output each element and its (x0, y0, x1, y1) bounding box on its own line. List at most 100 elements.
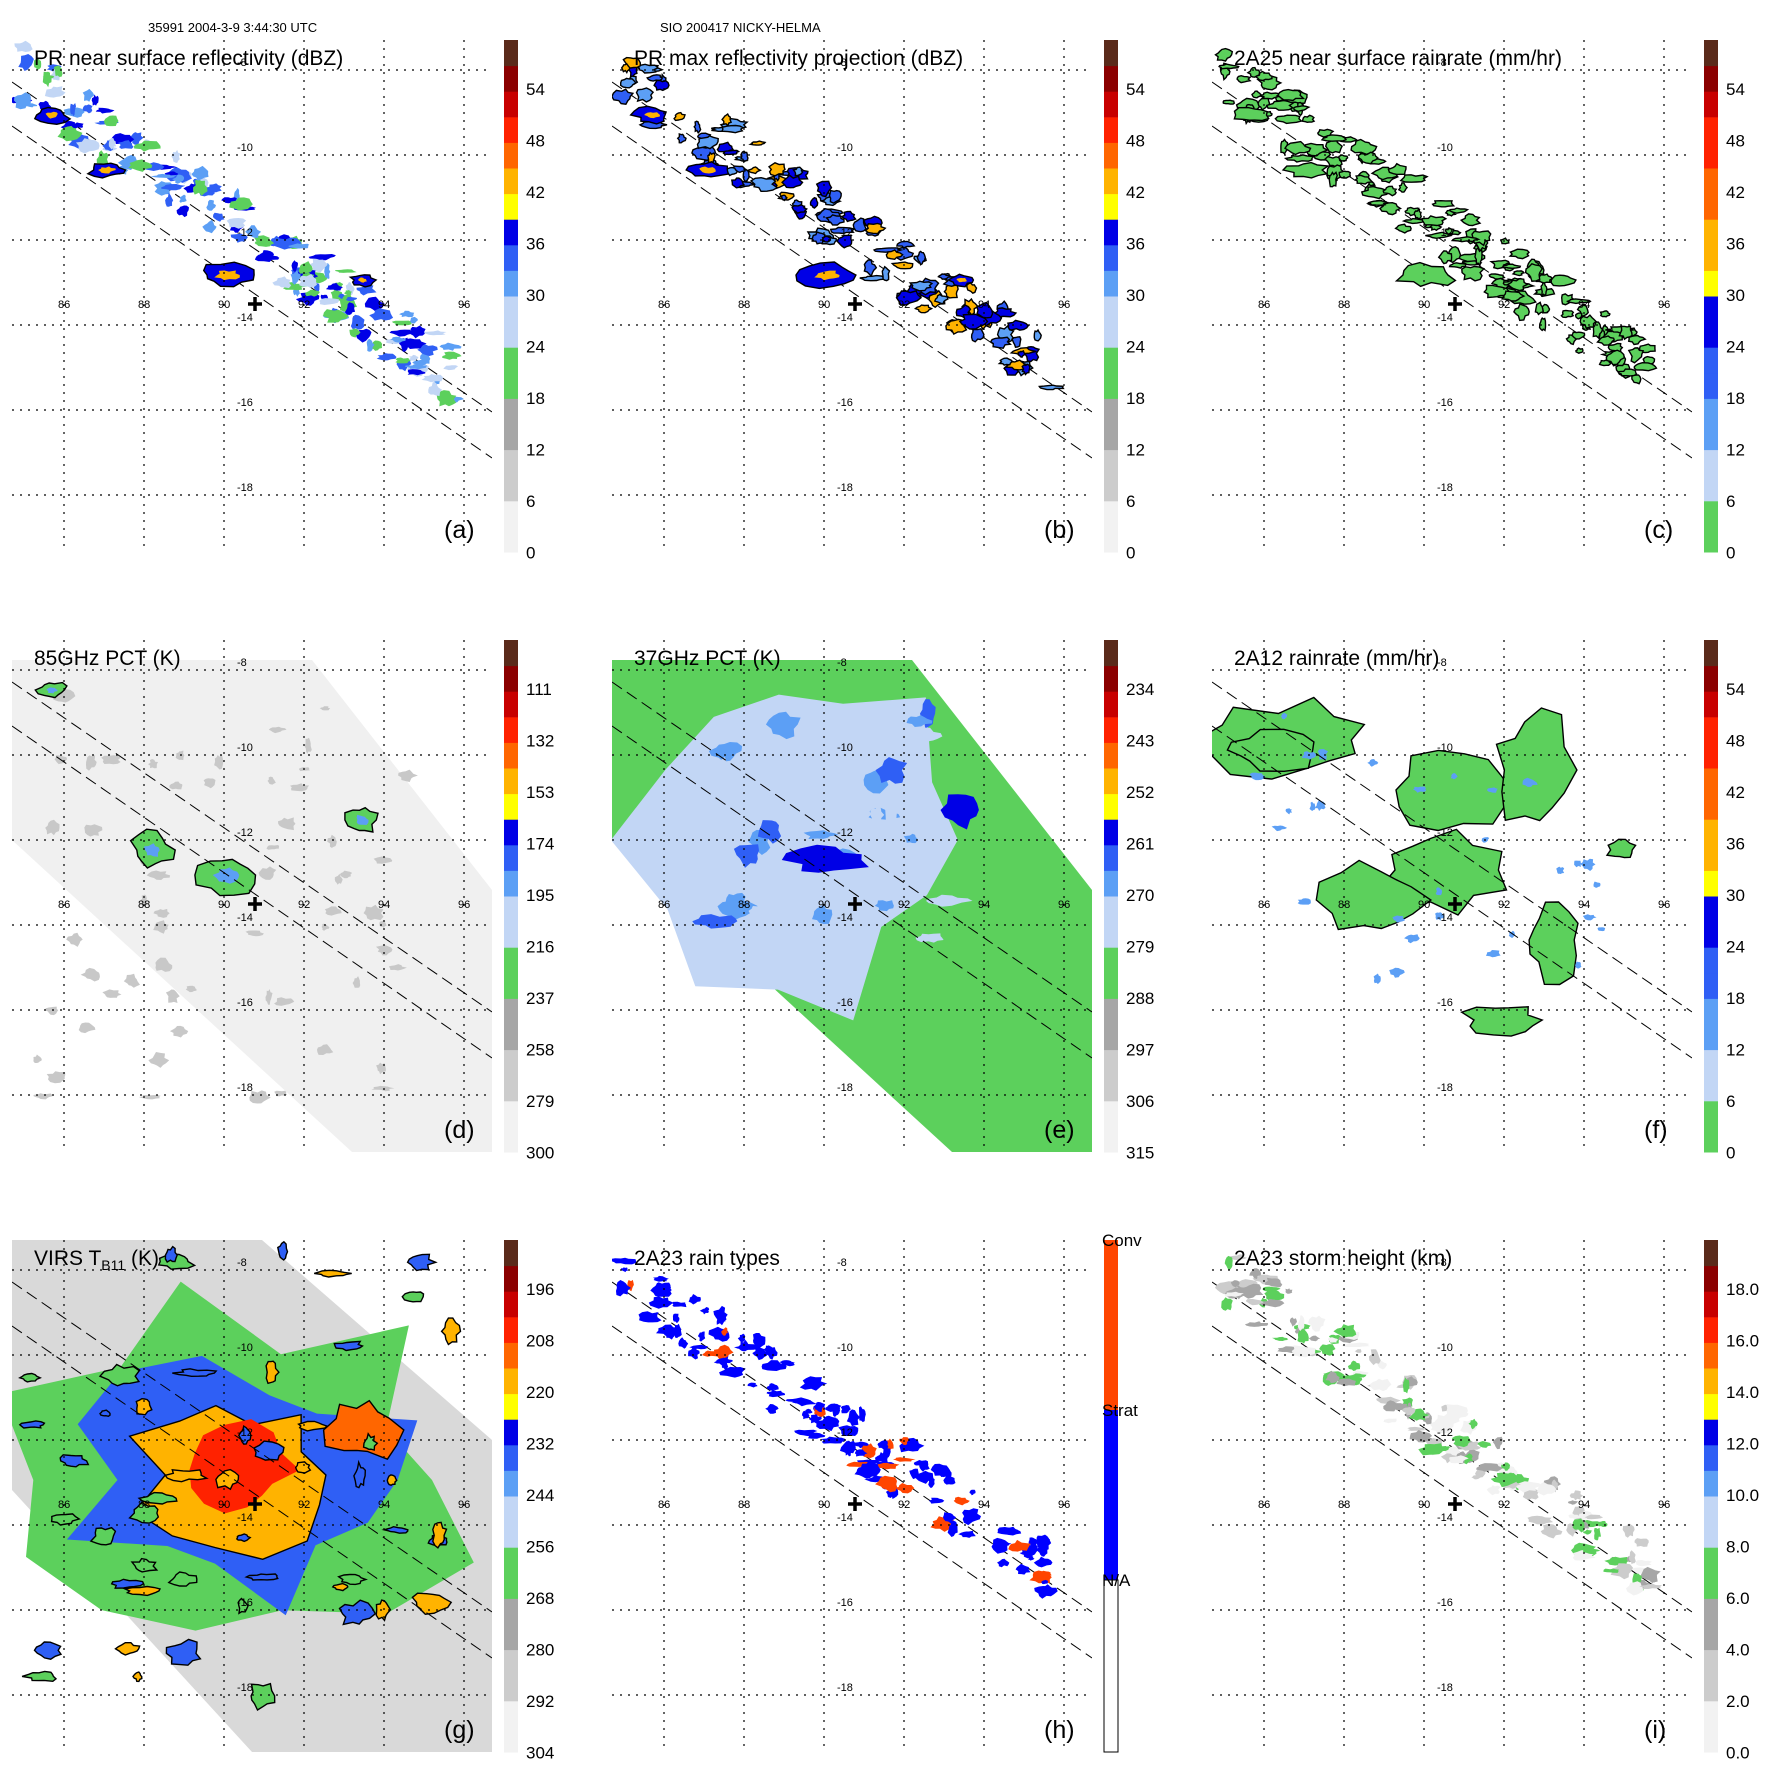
precip-blob (1379, 201, 1402, 216)
precip-blob (70, 103, 76, 117)
rain-area (1297, 898, 1311, 905)
precip-blob (1560, 309, 1575, 319)
lon-label: 94 (378, 899, 390, 911)
precip-blob (1338, 170, 1352, 179)
colorbar-tick-label: 36 (1726, 235, 1745, 254)
scattering-feature (352, 976, 361, 988)
colorbar-tick-label: 306 (1126, 1092, 1154, 1111)
precip-blob (53, 65, 63, 77)
scattering-feature (324, 906, 342, 916)
rain-type-pixel (859, 1406, 866, 1423)
colorbar-tick-label: 36 (526, 235, 545, 254)
colorbar-segment (1104, 193, 1118, 220)
colorbar-segment (1704, 296, 1718, 323)
scattering-feature (148, 759, 158, 769)
scattering-feature (265, 989, 273, 1005)
colorbar-segment (1704, 1024, 1718, 1051)
precip-blob (1231, 1280, 1240, 1288)
precip-blob (338, 293, 345, 299)
cloud-feature (375, 1599, 392, 1622)
precip-blob (1450, 236, 1481, 243)
colorbar-segment (504, 1521, 518, 1548)
precip-blob (421, 374, 444, 383)
precip-blob (335, 269, 357, 273)
colorbar-tick-label: 252 (1126, 783, 1154, 802)
colorbar-segment (1704, 1649, 1718, 1676)
precip-blob (811, 231, 826, 245)
lat-label: -18 (237, 482, 253, 494)
precip-blob (1540, 280, 1548, 298)
precip-blob (364, 296, 385, 312)
precip-blob (356, 284, 377, 296)
colorbar-segment (504, 768, 518, 795)
storm-center-marker (848, 1497, 862, 1511)
colorbar-segment (1104, 870, 1118, 897)
scattering-feature (46, 1071, 66, 1084)
colorbar-tick-label: 6.0 (1726, 1589, 1750, 1608)
panel-label: (h) (1044, 1716, 1075, 1744)
precip-blob (1596, 335, 1616, 346)
precip-blob (1244, 1321, 1269, 1327)
colorbar-tick-label: 244 (526, 1486, 554, 1505)
cloud-feature (244, 1573, 279, 1581)
colorbar-segment (1104, 947, 1118, 974)
panel-label: (b) (1044, 516, 1075, 544)
lon-label: 88 (1338, 899, 1350, 911)
precip-blob (82, 88, 95, 102)
precip-blob (1222, 99, 1236, 105)
colorbar-tick-label: 237 (526, 989, 554, 1008)
precip-blob (1635, 1560, 1652, 1567)
precip-blob (1421, 215, 1448, 227)
precip-blob (1214, 47, 1234, 62)
precip-blob (1360, 185, 1391, 200)
colorbar-segment (1704, 1368, 1718, 1395)
precip-blob (1599, 310, 1611, 318)
precip-blob (1574, 312, 1583, 320)
precip-blob (913, 304, 934, 314)
scattering-feature (44, 1006, 59, 1016)
colorbar-tick-label: 12 (526, 441, 545, 460)
panel-title-suffix: (K) (125, 1247, 159, 1270)
colorbar-tick-label: 304 (526, 1744, 554, 1763)
scattering-feature (317, 1044, 334, 1055)
precip-blob (308, 258, 328, 273)
lat-label: -10 (237, 1342, 253, 1354)
precip-blob (207, 183, 222, 193)
rain-type-pixel (928, 1497, 945, 1504)
colorbar-segment (504, 1393, 518, 1420)
rain-type-pixel (893, 1457, 916, 1462)
scattering-feature (319, 706, 331, 711)
precip-blob (636, 63, 658, 74)
colorbar-tick-label: 243 (1126, 732, 1154, 751)
colorbar-segment (504, 1049, 518, 1076)
colorbar-segment (1104, 244, 1118, 271)
colorbar-segment (1704, 742, 1718, 769)
swath-edge-line (1212, 81, 1692, 413)
lat-label: -18 (237, 1682, 253, 1694)
rain-area (1574, 860, 1583, 868)
rain-region (748, 905, 775, 917)
scattering-feature (379, 920, 387, 928)
panel-field: 86 88 90 92 94 96 -8 -10 -12 -14 -16 -18 (12, 640, 492, 1152)
rain-type-pixel (616, 1280, 631, 1297)
precip-blob (299, 274, 317, 288)
precip-blob (1524, 262, 1544, 282)
colorbar-segment (1704, 1572, 1718, 1599)
precip-blob (1011, 336, 1022, 348)
precip-blob (1627, 347, 1645, 364)
colorbar-segment (504, 372, 518, 399)
lon-label: 96 (1058, 299, 1070, 311)
precip-blob (815, 180, 833, 198)
colorbar-tick-label: 0 (1726, 1144, 1735, 1163)
colorbar-segment (1704, 1265, 1718, 1292)
lon-label: 88 (1338, 299, 1350, 311)
rain-region (875, 757, 908, 784)
panel-field: 86 88 90 92 94 96 -8 -10 -12 -14 -16 -18 (612, 1240, 1092, 1752)
precip-blob (1628, 1550, 1636, 1565)
precip-blob (95, 107, 115, 114)
panel-label: (i) (1644, 1716, 1666, 1744)
colorbar-tick-label: 6 (1726, 492, 1735, 511)
precip-blob (298, 261, 313, 274)
precip-blob (1490, 1472, 1517, 1488)
